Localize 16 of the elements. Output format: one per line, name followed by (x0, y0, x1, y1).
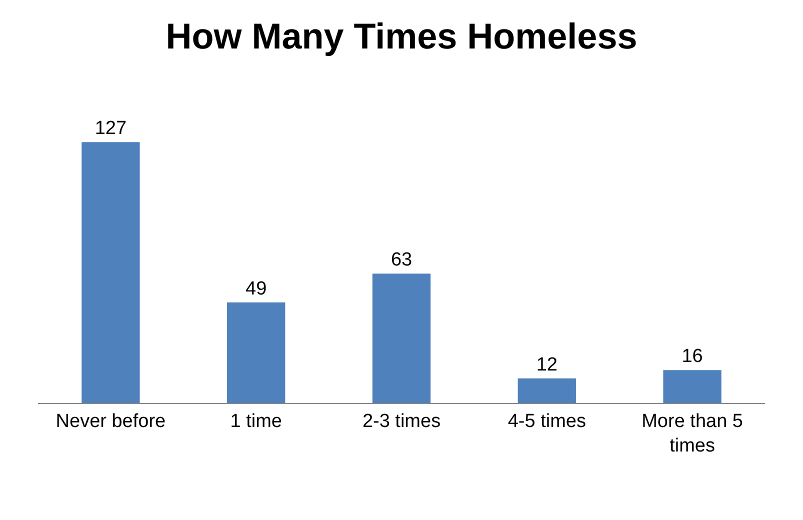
bar (372, 274, 431, 403)
bar (518, 378, 576, 403)
chart-title: How Many Times Homeless (166, 16, 638, 57)
bar (227, 302, 286, 403)
x-tick-label: 4-5 times (508, 410, 586, 432)
data-label: 49 (246, 278, 267, 300)
x-tick-label: 2-3 times (362, 410, 441, 432)
data-label: 63 (390, 250, 412, 271)
data-label: 12 (536, 354, 558, 376)
data-label: 16 (682, 346, 703, 368)
bar (663, 370, 722, 403)
x-tick-label: More than 5 times (642, 410, 744, 456)
data-label: 127 (94, 118, 127, 140)
x-tick-label: Never before (56, 410, 166, 432)
bar (82, 142, 140, 403)
x-tick-label: 1 time (230, 410, 282, 432)
